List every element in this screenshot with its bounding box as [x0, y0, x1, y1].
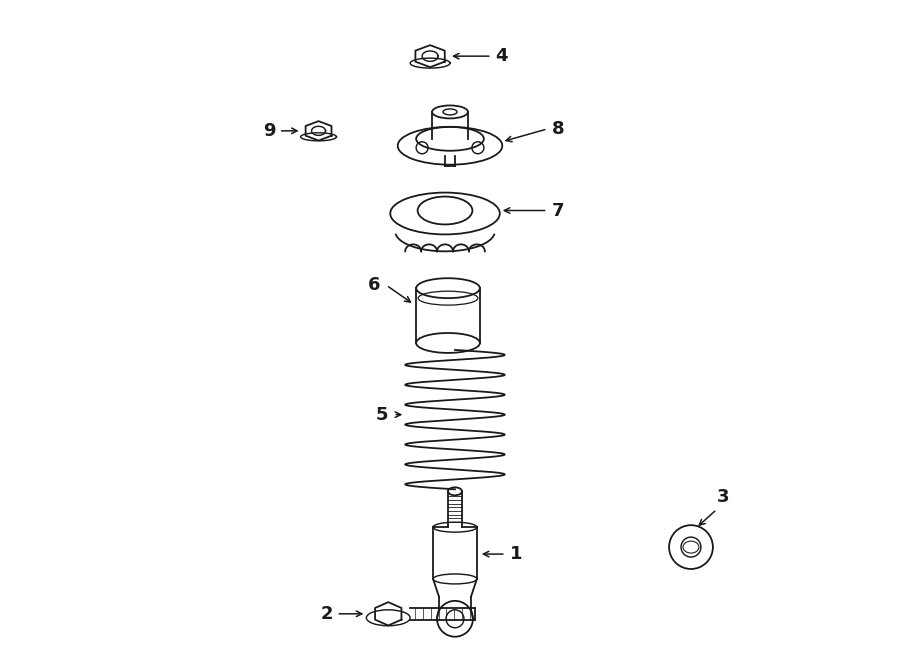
Text: 5: 5 [375, 406, 388, 424]
Text: 1: 1 [509, 545, 522, 563]
Text: 9: 9 [263, 122, 275, 140]
Text: 2: 2 [320, 605, 333, 623]
Text: 4: 4 [495, 47, 508, 65]
Text: 7: 7 [552, 202, 564, 219]
Text: 3: 3 [717, 488, 729, 506]
Text: 8: 8 [552, 120, 564, 138]
Text: 6: 6 [368, 276, 381, 294]
